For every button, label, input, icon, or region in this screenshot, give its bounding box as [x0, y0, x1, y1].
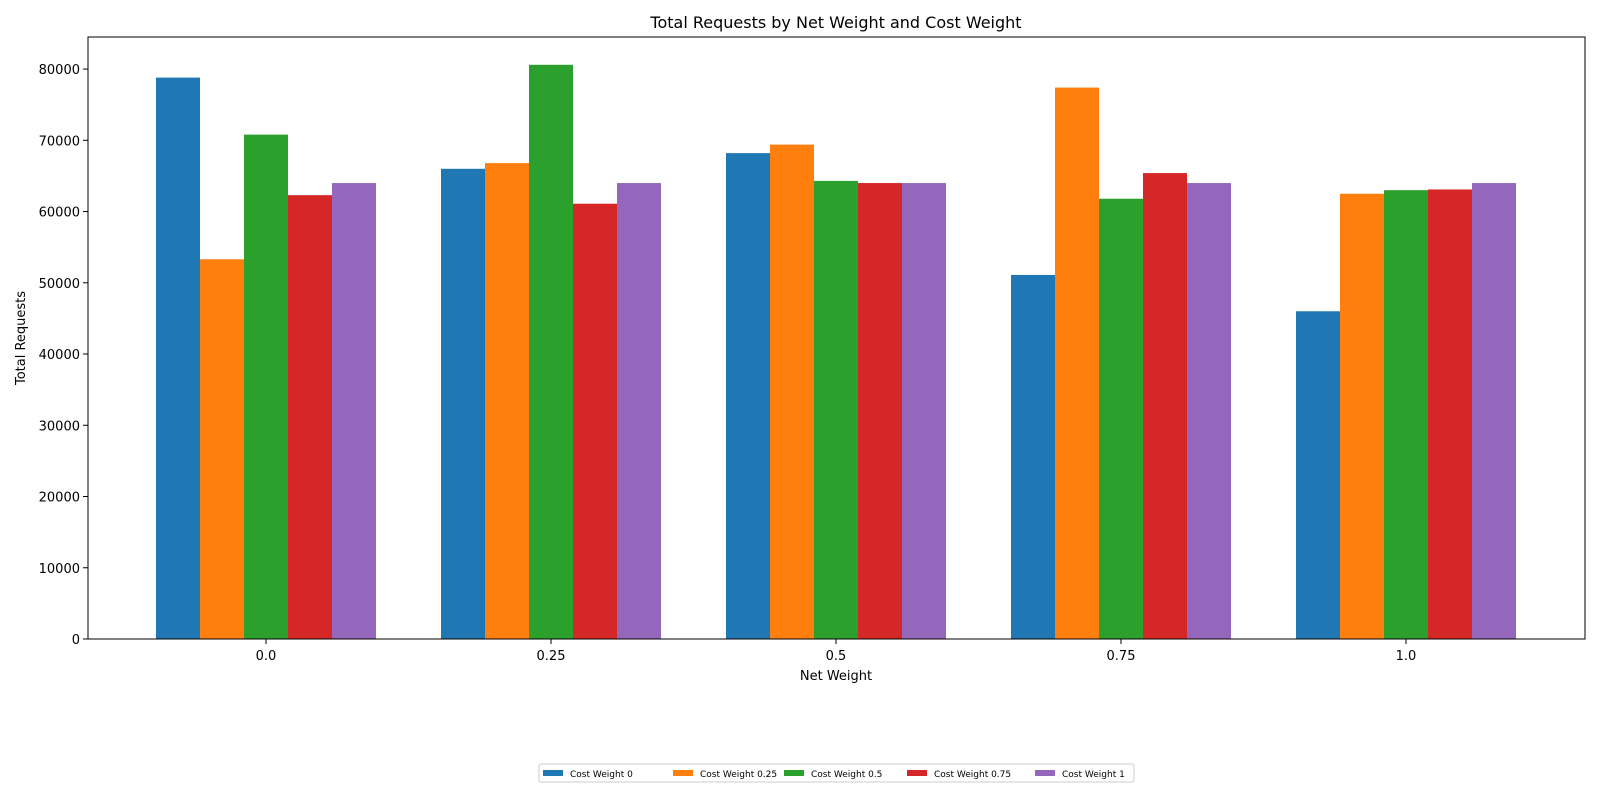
- legend-swatch-2: [784, 770, 804, 776]
- y-tick-label-30000: 30000: [39, 419, 80, 434]
- legend-swatch-1: [673, 770, 693, 776]
- bar-1.0-series-1: [1340, 193, 1384, 639]
- x-tick-label-0.25: 0.25: [537, 649, 566, 664]
- legend-swatch-3: [907, 770, 927, 776]
- y-tick-label-20000: 20000: [39, 491, 80, 506]
- y-axis-label: Total Requests: [14, 291, 29, 386]
- bar-0.0-series-3: [288, 195, 332, 640]
- bar-0.75-series-2: [1099, 198, 1143, 639]
- bar-1.0-series-2: [1384, 190, 1428, 639]
- bar-0.25-series-2: [529, 64, 573, 640]
- bar-0.75-series-3: [1143, 173, 1187, 640]
- bar-1.0-series-3: [1428, 189, 1472, 639]
- bar-0.0-series-0: [156, 77, 200, 640]
- y-tick-label-70000: 70000: [39, 134, 80, 149]
- bar-0.5-series-0: [726, 153, 770, 640]
- x-tick-label-0.75: 0.75: [1107, 649, 1136, 664]
- y-tick-label-50000: 50000: [39, 277, 80, 292]
- bar-0.75-series-4: [1187, 183, 1231, 639]
- legend-swatch-4: [1035, 770, 1055, 776]
- bar-0.0-series-2: [244, 134, 288, 640]
- bar-0.5-series-1: [770, 144, 814, 639]
- legend-label-2: Cost Weight 0.5: [811, 770, 882, 780]
- bar-1.0-series-0: [1296, 311, 1340, 639]
- x-tick-label-1.0: 1.0: [1396, 649, 1417, 664]
- bar-0.0-series-4: [332, 183, 376, 639]
- legend: Cost Weight 0 Cost Weight 0.25 Cost Weight…: [538, 763, 1135, 783]
- bar-0.0-series-1: [200, 259, 244, 639]
- axes-layer: 0 10000 20000 30000 40000 50000 60000 70000 8000…: [39, 36, 1586, 664]
- chart-title: Total Requests by Net Weight and Cost We…: [649, 13, 1021, 32]
- legend-frame: [538, 763, 1135, 783]
- y-tick-label-40000: 40000: [39, 348, 80, 363]
- bar-0.75-series-0: [1011, 274, 1055, 639]
- y-tick-label-10000: 10000: [39, 562, 80, 577]
- legend-label-0: Cost Weight 0: [570, 770, 633, 780]
- bar-0.75-series-1: [1055, 87, 1099, 639]
- bar-0.25-series-4: [617, 183, 661, 639]
- bar-0.25-series-1: [485, 163, 529, 639]
- legend-label-1: Cost Weight 0.25: [700, 770, 777, 780]
- legend-label-4: Cost Weight 1: [1062, 770, 1125, 780]
- y-tick-label-80000: 80000: [39, 63, 80, 78]
- y-tick-label-60000: 60000: [39, 206, 80, 221]
- x-axis-label: Net Weight: [800, 669, 872, 684]
- x-tick-label-0.0: 0.0: [256, 649, 277, 664]
- bar-0.25-series-0: [441, 168, 485, 639]
- x-tick-label-0.5: 0.5: [826, 649, 847, 664]
- y-tick-label-0: 0: [72, 633, 80, 648]
- bar-1.0-series-4: [1472, 183, 1516, 639]
- legend-swatch-0: [543, 770, 563, 776]
- bar-0.5-series-3: [858, 183, 902, 639]
- legend-label-3: Cost Weight 0.75: [934, 770, 1011, 780]
- bar-0.25-series-3: [573, 203, 617, 639]
- bars-layer: [156, 64, 1516, 640]
- bar-0.5-series-4: [902, 183, 946, 639]
- bar-0.5-series-2: [814, 180, 858, 639]
